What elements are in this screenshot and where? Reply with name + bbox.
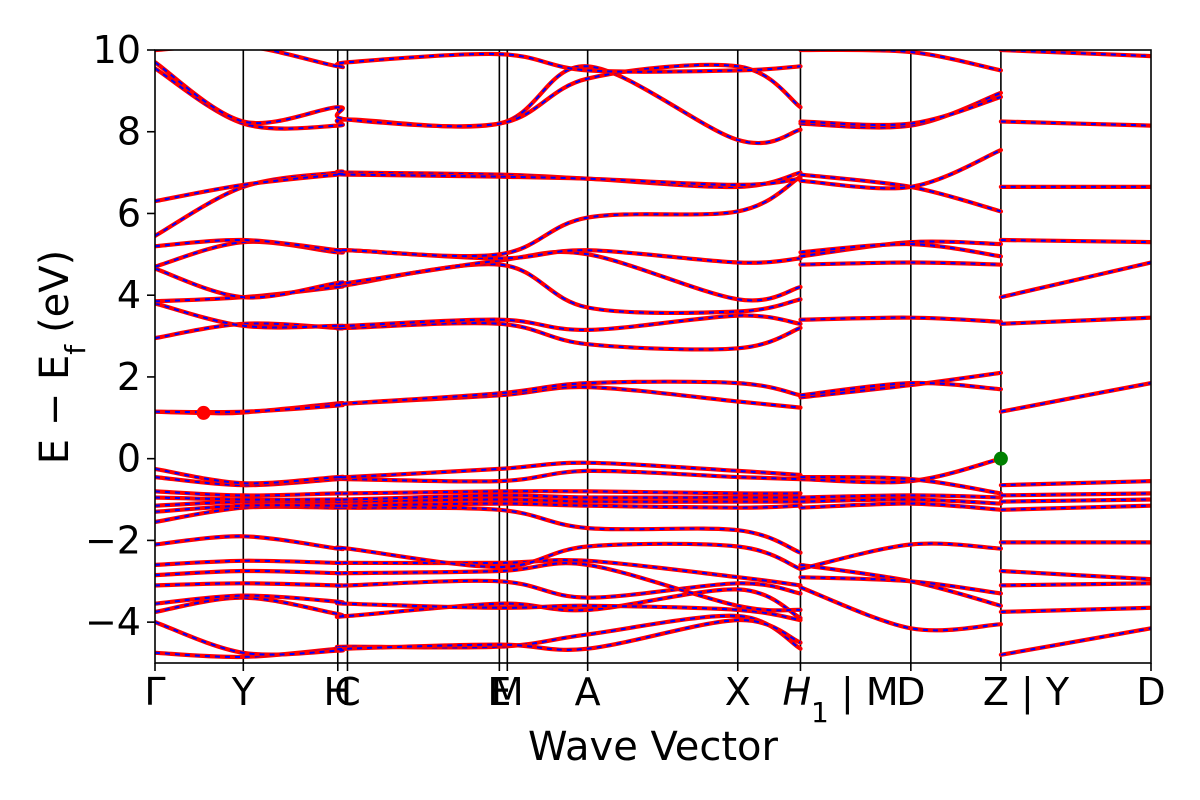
band-25 — [155, 64, 803, 146]
band-overlay-4 — [155, 579, 801, 599]
marker-cbm — [196, 405, 211, 420]
band-overlay-11 — [155, 494, 801, 501]
band-46 — [798, 94, 1003, 128]
band-overlay-56 — [1000, 480, 1151, 487]
y-axis-label: E − Ef (eV) — [32, 250, 92, 465]
band-overlay-1 — [155, 619, 801, 656]
ytick-label-0: −4 — [85, 600, 141, 644]
xtick-label-1: Y — [231, 670, 256, 714]
band-overlay-8 — [155, 505, 801, 554]
band-overlay-6 — [155, 559, 801, 587]
band-overlay-42 — [800, 243, 1002, 258]
band-overlay-20 — [155, 250, 801, 302]
ytick-label-5: 6 — [117, 191, 141, 235]
band-overlay-22 — [155, 175, 802, 258]
xtick-label-10: Z | Y — [983, 670, 1070, 715]
band-overlay-50 — [1000, 582, 1151, 587]
band-overlay-27 — [155, 50, 801, 73]
band-overlay-29 — [800, 576, 1002, 595]
band-0 — [155, 613, 803, 660]
band-overlay-15 — [155, 386, 801, 415]
band-overlay-17 — [155, 322, 801, 351]
xtick-label-4: E — [487, 670, 511, 714]
band-overlay-25 — [155, 65, 801, 145]
y-axis-label-unit: (eV) — [32, 250, 78, 333]
band-overlay-48 — [1000, 627, 1151, 656]
band-30 — [798, 585, 1003, 633]
xtick-label-6: A — [575, 670, 601, 714]
xtick-label-7: X — [725, 670, 751, 714]
band-overlay-62 — [1000, 120, 1151, 127]
y-axis-label-sub: f — [59, 344, 92, 355]
band-overlay-53 — [1000, 504, 1151, 511]
band-overlay-60 — [1000, 239, 1151, 244]
band-overlay-36 — [800, 476, 1002, 495]
band-overlay-55 — [1000, 492, 1151, 497]
ytick-label-6: 8 — [117, 110, 141, 154]
y-axis-label-main: E − E — [32, 355, 78, 465]
band-overlay-46 — [800, 96, 1002, 127]
xtick-label-9: D — [896, 670, 925, 714]
xtick-label-2: H — [323, 670, 352, 714]
band-overlay-5 — [155, 562, 801, 612]
band-overlay-23 — [155, 170, 801, 237]
kpoint-lines — [242, 50, 1002, 663]
band-overlay-51 — [1000, 570, 1151, 581]
band-44 — [798, 148, 1003, 191]
band-38 — [798, 380, 1003, 398]
band-overlay-31 — [800, 542, 1001, 570]
band-overlay-43 — [800, 173, 1002, 213]
band-overlay-38 — [800, 381, 1001, 397]
band-overlay-24 — [155, 172, 801, 203]
x-axis-label: Wave Vector — [528, 724, 779, 770]
band-1 — [155, 617, 803, 657]
band-overlay-34 — [800, 494, 1001, 499]
ytick-label-3: 2 — [117, 355, 141, 399]
band-18 — [155, 301, 803, 333]
ytick-label-4: 4 — [117, 273, 141, 317]
band-overlay-33 — [800, 498, 1001, 505]
band-overlay-58 — [1000, 316, 1151, 325]
xtick-label-5: M — [491, 670, 524, 714]
ytick-label-2: 0 — [117, 437, 141, 481]
band-overlay-2 — [155, 588, 801, 619]
band-22 — [155, 174, 803, 259]
band-overlay-32 — [800, 502, 1001, 511]
band-overlay-49 — [1000, 606, 1151, 613]
xtick-label-8: H1 | M — [782, 670, 898, 729]
bands — [155, 50, 1151, 660]
band-overlay-14 — [155, 461, 801, 485]
ytick-label-7: 10 — [93, 28, 141, 72]
marker-vbm — [993, 451, 1008, 466]
band-overlay-12 — [155, 490, 801, 497]
band-overlay-3 — [155, 594, 801, 622]
ytick-label-1: −2 — [85, 518, 141, 562]
band-overlay-7 — [155, 535, 801, 570]
band-overlay-39 — [800, 316, 1001, 323]
extrema-markers — [196, 405, 1008, 466]
band-7 — [155, 534, 803, 572]
band-overlay-9 — [155, 502, 801, 513]
band-overlay-0 — [155, 614, 802, 658]
plot-frame — [154, 49, 1152, 664]
band-47 — [798, 50, 1003, 73]
band-overlay-54 — [1000, 498, 1151, 503]
band-overlay-40 — [800, 261, 1001, 266]
band-23 — [155, 169, 803, 238]
y-axis: −4 −2 0 2 4 6 8 10 — [85, 28, 155, 644]
band-overlay-57 — [1000, 382, 1151, 413]
xtick-label-11: D — [1136, 670, 1165, 714]
band-31 — [798, 541, 1003, 572]
xtick-label-3: C — [334, 670, 361, 714]
band-overlay-44 — [800, 149, 1002, 190]
band-overlay-59 — [1000, 261, 1151, 299]
band-overlay-18 — [155, 302, 801, 331]
band-overlay-47 — [800, 50, 1002, 72]
xtick-label-0: Γ — [144, 670, 165, 714]
band-overlay-26 — [155, 61, 802, 128]
band-overlay-16 — [155, 380, 801, 414]
band-43 — [798, 172, 1003, 214]
